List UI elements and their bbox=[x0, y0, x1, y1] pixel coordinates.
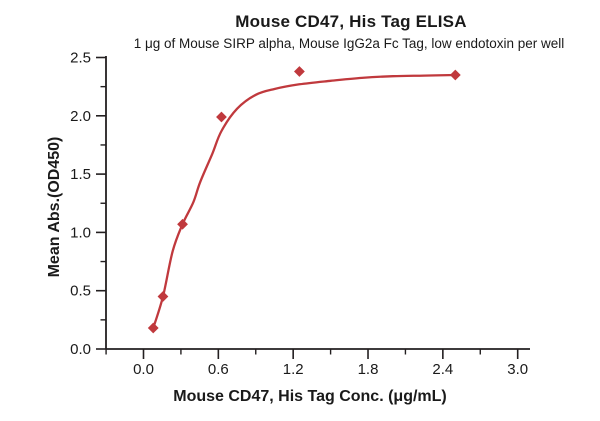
x-tick-label: 0.6 bbox=[208, 361, 229, 378]
x-tick-label: 3.0 bbox=[507, 361, 528, 378]
y-tick-label: 2.0 bbox=[70, 108, 91, 125]
data-point bbox=[294, 66, 305, 77]
y-tick-label: 2.5 bbox=[70, 50, 91, 67]
y-tick-label: 0.5 bbox=[70, 283, 91, 300]
chart-subtitle: 1 μg of Mouse SIRP alpha, Mouse IgG2a Fc… bbox=[133, 36, 565, 51]
x-axis-label: Mouse CD47, His Tag Conc. (μg/mL) bbox=[173, 388, 447, 405]
y-tick-label: 0.0 bbox=[70, 341, 91, 358]
fit-curve bbox=[152, 73, 457, 330]
data-point bbox=[449, 69, 461, 81]
data-point bbox=[177, 218, 188, 230]
data-point bbox=[147, 322, 159, 334]
x-tick-label: 0.0 bbox=[133, 361, 154, 378]
x-tick-label: 1.2 bbox=[283, 361, 304, 378]
data-point bbox=[216, 111, 227, 123]
x-tick-label: 2.4 bbox=[432, 361, 453, 378]
y-tick-label: 1.5 bbox=[70, 166, 91, 183]
chart-title: Mouse CD47, His Tag ELISA bbox=[235, 12, 467, 31]
y-tick-label: 1.0 bbox=[70, 224, 91, 241]
data-point bbox=[157, 291, 169, 302]
x-tick-label: 1.8 bbox=[358, 361, 379, 378]
